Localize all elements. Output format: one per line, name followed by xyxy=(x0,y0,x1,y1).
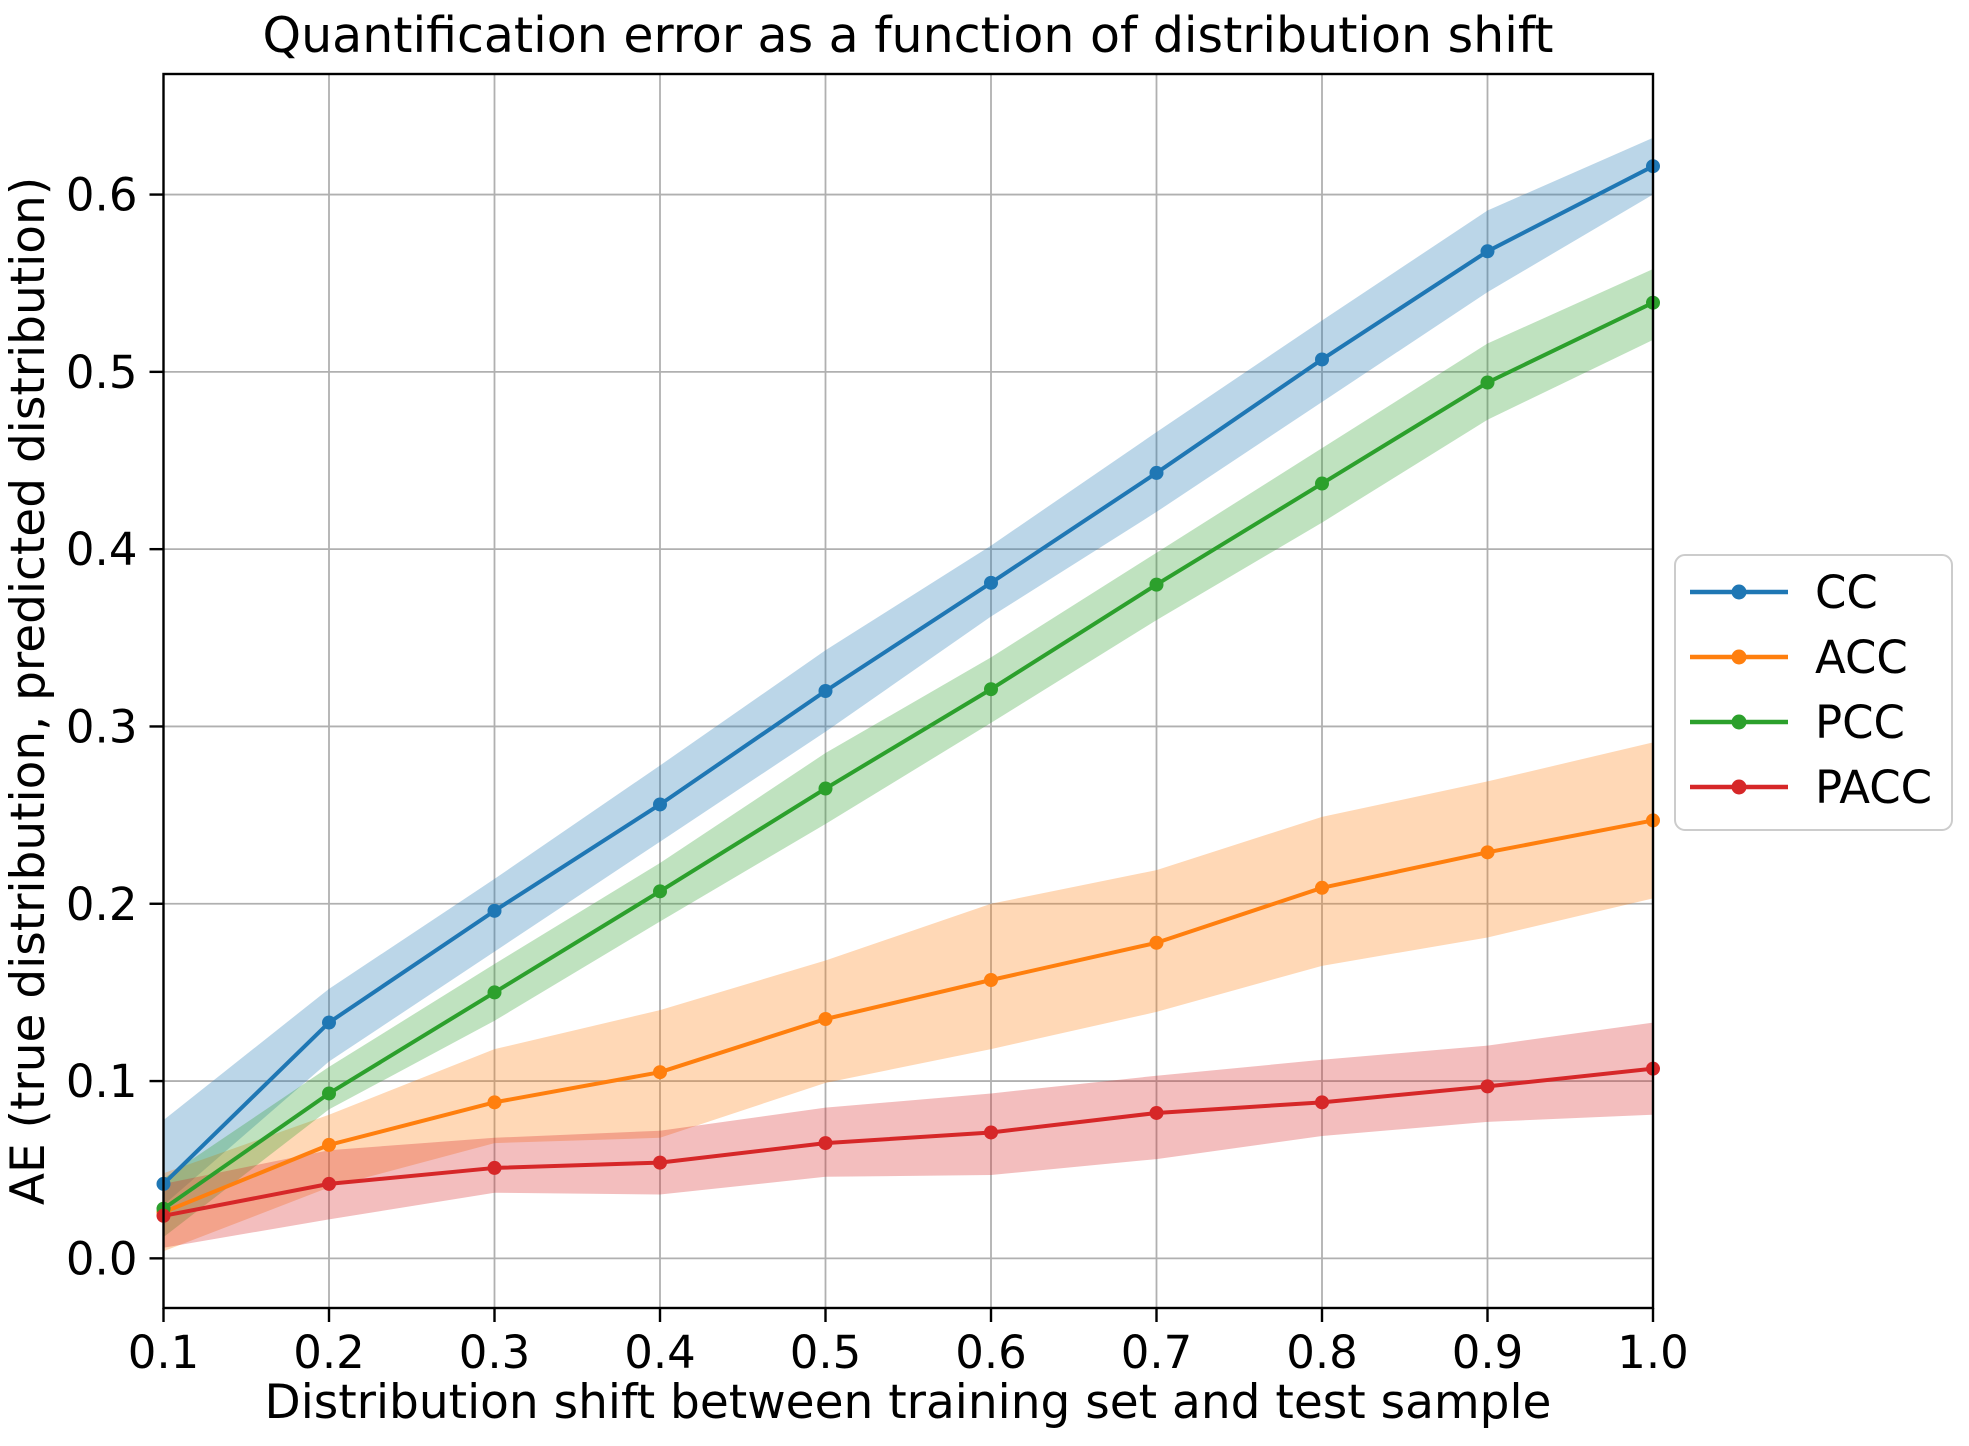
x-tick-label: 0.9 xyxy=(1452,1326,1524,1379)
series-line-layer xyxy=(156,159,1660,1223)
legend-label-pcc: PCC xyxy=(1815,696,1905,749)
confidence-band-pacc xyxy=(163,1022,1653,1248)
marker-pcc xyxy=(1315,476,1329,491)
legend-sample-marker-cc xyxy=(1731,584,1747,600)
series-line-acc xyxy=(162,818,1654,1215)
legend: CC ACC PCC PACC xyxy=(1674,554,1953,831)
marker-cc xyxy=(984,575,998,590)
series-line-cc xyxy=(162,164,1654,1186)
marker-pacc xyxy=(653,1155,667,1170)
x-tick-label: 0.4 xyxy=(624,1326,696,1379)
y-axis-label: AE (true distribution, predicted distrib… xyxy=(1,177,56,1205)
series-line-pacc xyxy=(163,1066,1654,1218)
x-tick-label: 0.5 xyxy=(790,1326,862,1379)
x-tick-label: 0.1 xyxy=(128,1326,200,1379)
marker-acc xyxy=(1480,845,1495,860)
marker-cc xyxy=(487,903,502,918)
marker-pcc xyxy=(487,985,502,1000)
marker-acc xyxy=(984,972,998,987)
axes-layer: 0.1 0.2 0.3 0.4 0.5 0.6 0.7 0.8 0.9 1.0 0.0 0.1 0.2 0… xyxy=(66,72,1689,1379)
marker-acc xyxy=(1315,880,1329,895)
x-tick-label: 0.8 xyxy=(1286,1326,1358,1379)
marker-pcc xyxy=(322,1086,336,1101)
y-tick-label: 0.1 xyxy=(66,1055,138,1108)
marker-pcc xyxy=(653,884,667,899)
y-tick-label: 0.4 xyxy=(66,523,138,576)
y-tick-label: 0.0 xyxy=(66,1232,138,1285)
legend-sample-marker-pacc xyxy=(1731,779,1747,795)
legend-label-acc: ACC xyxy=(1815,631,1908,684)
marker-acc xyxy=(487,1095,502,1110)
x-axis-label: Distribution shift between training set … xyxy=(265,1375,1552,1430)
marker-pcc xyxy=(984,682,998,697)
marker-pacc xyxy=(322,1176,336,1191)
marker-cc xyxy=(818,684,833,698)
marker-pacc xyxy=(1480,1079,1495,1094)
marker-pcc xyxy=(1480,375,1495,390)
y-tick-label: 0.6 xyxy=(66,169,138,222)
marker-pacc xyxy=(984,1125,998,1140)
legend-sample-marker-acc xyxy=(1731,649,1747,665)
marker-acc xyxy=(818,1012,833,1027)
marker-pcc xyxy=(818,781,833,796)
marker-pcc xyxy=(1149,577,1164,592)
confidence-band-acc xyxy=(163,742,1653,1252)
confidence-band-layer xyxy=(163,137,1653,1252)
y-tick-label: 0.2 xyxy=(66,878,138,931)
y-tick-label: 0.5 xyxy=(66,346,138,399)
legend-label-cc: CC xyxy=(1815,566,1878,619)
marker-pacc xyxy=(1149,1105,1164,1120)
chart-title: Quantification error as a function of di… xyxy=(263,7,1554,64)
axes-spines xyxy=(162,72,1655,1310)
y-tick-label: 0.3 xyxy=(66,700,138,753)
marker-acc xyxy=(1149,935,1164,950)
legend-sample-marker-pcc xyxy=(1731,714,1747,730)
marker-pacc xyxy=(487,1160,502,1175)
x-tick-label: 0.2 xyxy=(293,1326,365,1379)
series-line-pcc xyxy=(162,300,1654,1211)
marker-cc xyxy=(1149,465,1164,480)
confidence-band-cc xyxy=(163,137,1653,1206)
marker-cc xyxy=(1315,352,1329,367)
marker-pacc xyxy=(1315,1095,1329,1110)
legend-label-pacc: PACC xyxy=(1815,761,1932,814)
marker-cc xyxy=(1480,244,1495,259)
x-tick-label: 1.0 xyxy=(1617,1326,1689,1379)
x-tick-label: 0.6 xyxy=(955,1326,1027,1379)
marker-acc xyxy=(322,1137,336,1152)
marker-cc xyxy=(653,797,667,812)
legend-box xyxy=(1674,554,1953,831)
x-tick-label: 0.7 xyxy=(1121,1326,1193,1379)
marker-cc xyxy=(322,1015,336,1030)
marker-acc xyxy=(653,1065,667,1080)
marker-pacc xyxy=(818,1136,833,1151)
x-tick-label: 0.3 xyxy=(459,1326,531,1379)
